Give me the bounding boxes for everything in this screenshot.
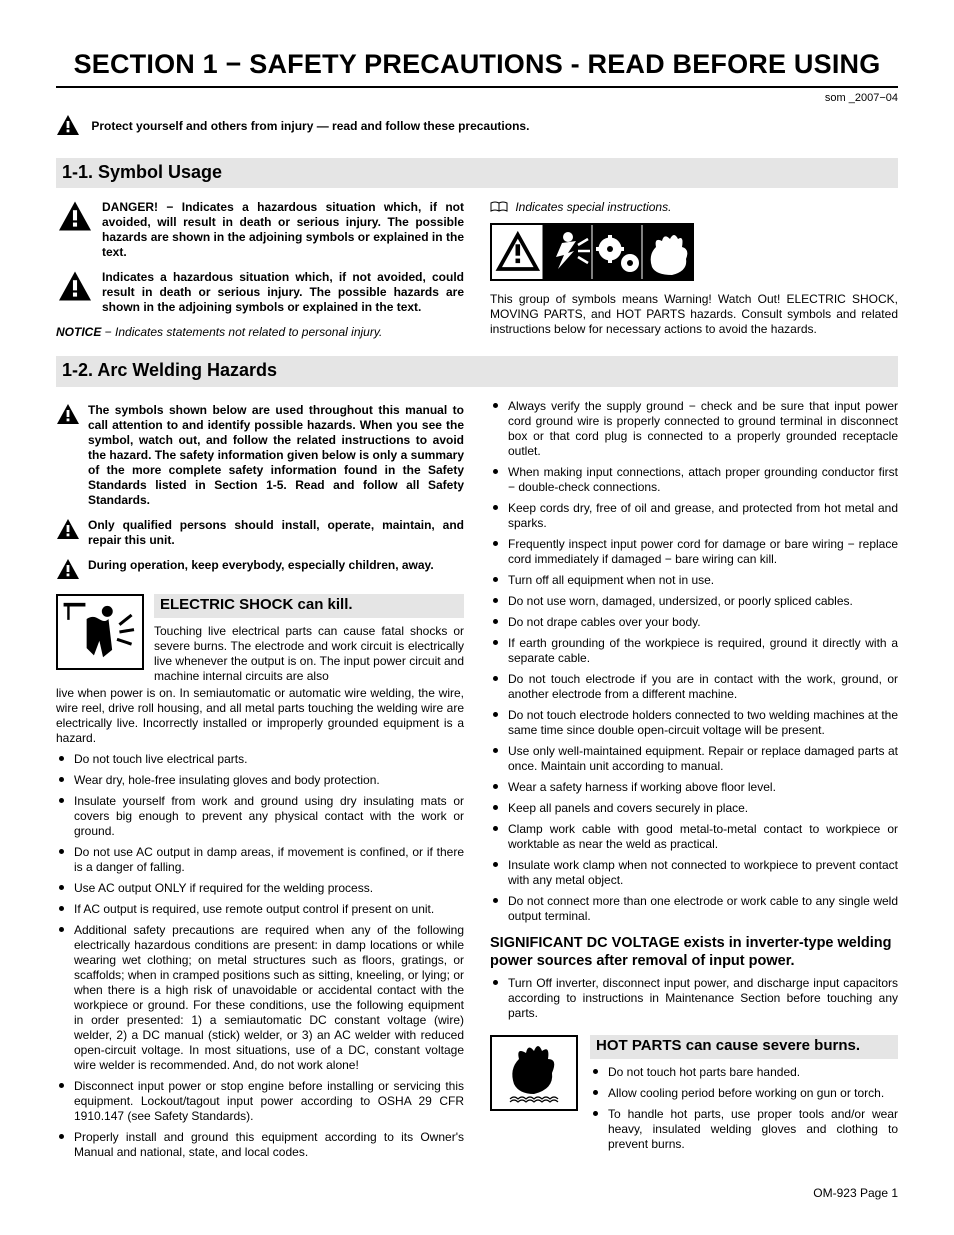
significant-dc-heading: SIGNIFICANT DC VOLTAGE exists in inverte… [490, 934, 898, 970]
list-item: Clamp work cable with good metal-to-meta… [490, 822, 898, 852]
list-item: Use AC output ONLY if required for the w… [56, 881, 464, 896]
special-instructions: Indicates special instructions. [490, 200, 898, 217]
list-item: To handle hot parts, use proper tools an… [590, 1107, 898, 1152]
list-item: Turn Off inverter, disconnect input powe… [490, 976, 898, 1021]
list-item: Additional safety precautions are requir… [56, 923, 464, 1073]
list-item: Do not use worn, damaged, undersized, or… [490, 594, 898, 609]
notice-line: NOTICE − Indicates statements not relate… [56, 325, 464, 340]
list-item: Do not connect more than one electrode o… [490, 894, 898, 924]
children-para: During operation, keep everybody, especi… [88, 558, 434, 585]
qualified-para: Only qualified persons should install, o… [88, 518, 464, 548]
intro-para: The symbols shown below are used through… [88, 403, 464, 508]
notice-label: NOTICE [56, 325, 101, 339]
shock-title: ELECTRIC SHOCK can kill. [154, 594, 464, 618]
list-item: Wear dry, hole-free insulating gloves an… [56, 773, 464, 788]
protect-text: Protect yourself and others from injury … [91, 119, 529, 133]
warning-triangle-icon [56, 270, 102, 315]
protect-line: Protect yourself and others from injury … [56, 114, 898, 140]
list-item: Do not touch hot parts bare handed. [590, 1065, 898, 1080]
list-item: Disconnect input power or stop engine be… [56, 1079, 464, 1124]
list-item: Frequently inspect input power cord for … [490, 537, 898, 567]
special-label: Indicates special instructions. [515, 200, 671, 214]
list-item: Do not drape cables over your body. [490, 615, 898, 630]
electric-shock-icon [56, 594, 144, 670]
list-item: Keep cords dry, free of oil and grease, … [490, 501, 898, 531]
list-item: When making input connections, attach pr… [490, 465, 898, 495]
subhead-1-1: 1-1. Symbol Usage [56, 158, 898, 189]
subhead-1-2: 1-2. Arc Welding Hazards [56, 356, 898, 387]
list-item: Insulate work clamp when not connected t… [490, 858, 898, 888]
list-item: Always verify the supply ground − check … [490, 399, 898, 459]
list-item: Insulate yourself from work and ground u… [56, 794, 464, 839]
section-title: SECTION 1 − SAFETY PRECAUTIONS - READ BE… [56, 48, 898, 88]
list-item: Keep all panels and covers securely in p… [490, 801, 898, 816]
list-item: Do not touch live electrical parts. [56, 752, 464, 767]
list-item: Do not touch electrode holders connected… [490, 708, 898, 738]
hot-bullets: Do not touch hot parts bare handed. Allow… [590, 1065, 898, 1152]
sig-bullets: Turn Off inverter, disconnect input powe… [490, 976, 898, 1021]
list-item: If earth grounding of the workpiece is r… [490, 636, 898, 666]
warning-triangle-icon [56, 403, 82, 508]
shock-bullets-right: Always verify the supply ground − check … [490, 399, 898, 924]
page-footer: OM-923 Page 1 [56, 1186, 898, 1201]
list-item: Allow cooling period before working on g… [590, 1086, 898, 1101]
shock-bullets-left: Do not touch live electrical parts. Wear … [56, 752, 464, 1160]
list-item: Do not touch electrode if you are in con… [490, 672, 898, 702]
hot-parts-title: HOT PARTS can cause severe burns. [590, 1035, 898, 1059]
list-item: Wear a safety harness if working above f… [490, 780, 898, 795]
hot-parts-icon [490, 1035, 578, 1111]
list-item: Properly install and ground this equipme… [56, 1130, 464, 1160]
warning-triangle-icon [56, 558, 82, 585]
group-description: This group of symbols means Warning! Wat… [490, 292, 898, 337]
list-item: If AC output is required, use remote out… [56, 902, 464, 917]
danger-text: DANGER! − Indicates a hazardous situatio… [102, 200, 464, 260]
warning-triangle-icon [56, 518, 82, 548]
shock-intro-2: live when power is on. In semiautomatic … [56, 686, 464, 746]
book-icon [490, 201, 508, 217]
warn-text: Indicates a hazardous situation which, i… [102, 270, 464, 315]
list-item: Use only well-maintained equipment. Repa… [490, 744, 898, 774]
shock-intro-1: Touching live electrical parts can cause… [154, 624, 464, 684]
list-item: Do not use AC output in damp areas, if m… [56, 845, 464, 875]
doc-code: som _2007−04 [56, 92, 898, 106]
symbol-group-box [490, 223, 694, 281]
danger-triangle-icon [56, 200, 102, 260]
warning-triangle-icon [56, 114, 82, 140]
list-item: Turn off all equipment when not in use. [490, 573, 898, 588]
notice-text: − Indicates statements not related to pe… [101, 325, 382, 339]
